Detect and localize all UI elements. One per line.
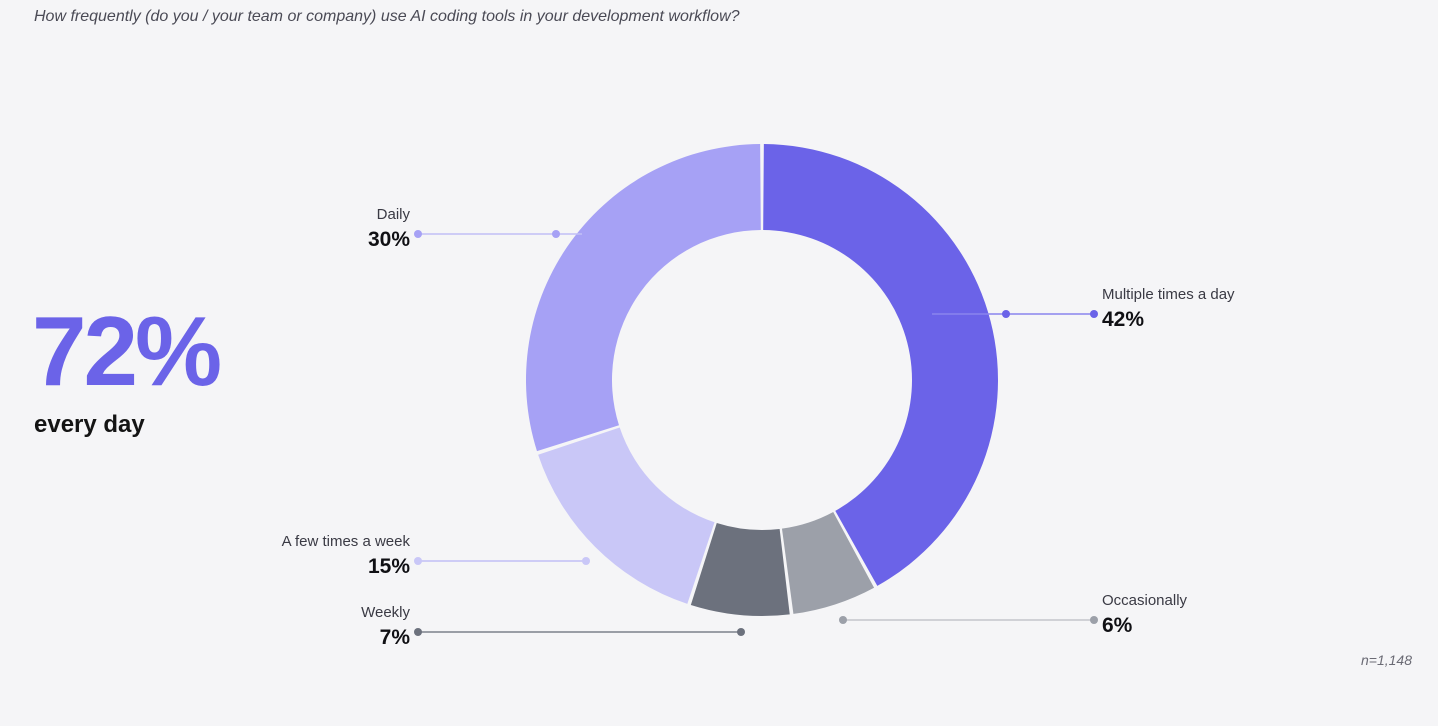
label-value-daily: 30% xyxy=(368,228,410,251)
survey-question: How frequently (do you / your team or co… xyxy=(34,8,740,25)
donut-slices xyxy=(525,144,999,616)
label-value-occasionally: 6% xyxy=(1102,614,1133,637)
callout-dot-inner-weekly xyxy=(737,628,745,636)
slice-a-few-times-a-week xyxy=(538,427,715,604)
headline-percentage: 72% xyxy=(32,296,222,406)
slice-multiple-times-a-day xyxy=(763,144,999,586)
callout-dot-inner-occasionally xyxy=(839,616,847,624)
callout-dot-inner-multiple-times-a-day xyxy=(1002,310,1010,318)
sample-size: n=1,148 xyxy=(1361,652,1412,668)
label-name-multiple-times-a-day: Multiple times a day xyxy=(1102,286,1235,303)
callout-dot-outer-multiple-times-a-day xyxy=(1090,310,1098,318)
slice-daily xyxy=(525,144,761,452)
callout-dot-inner-a-few-times-a-week xyxy=(582,557,590,565)
slice-occasionally xyxy=(781,512,875,614)
label-name-occasionally: Occasionally xyxy=(1102,592,1188,609)
callout-dot-outer-weekly xyxy=(414,628,422,636)
label-name-daily: Daily xyxy=(377,206,411,223)
callout-dot-outer-occasionally xyxy=(1090,616,1098,624)
slice-weekly xyxy=(690,523,790,616)
label-value-weekly: 7% xyxy=(380,626,411,649)
callout-dot-outer-a-few-times-a-week xyxy=(414,557,422,565)
headline-label: every day xyxy=(34,411,145,438)
label-value-multiple-times-a-day: 42% xyxy=(1102,308,1144,331)
callout-dot-inner-daily xyxy=(552,230,560,238)
callout-dot-outer-daily xyxy=(414,230,422,238)
donut-callouts: Multiple times a day 42% Occasionally 6% Wee… xyxy=(282,206,1235,649)
label-name-weekly: Weekly xyxy=(361,604,410,621)
label-name-a-few-times-a-week: A few times a week xyxy=(282,533,411,550)
label-value-a-few-times-a-week: 15% xyxy=(368,555,410,578)
